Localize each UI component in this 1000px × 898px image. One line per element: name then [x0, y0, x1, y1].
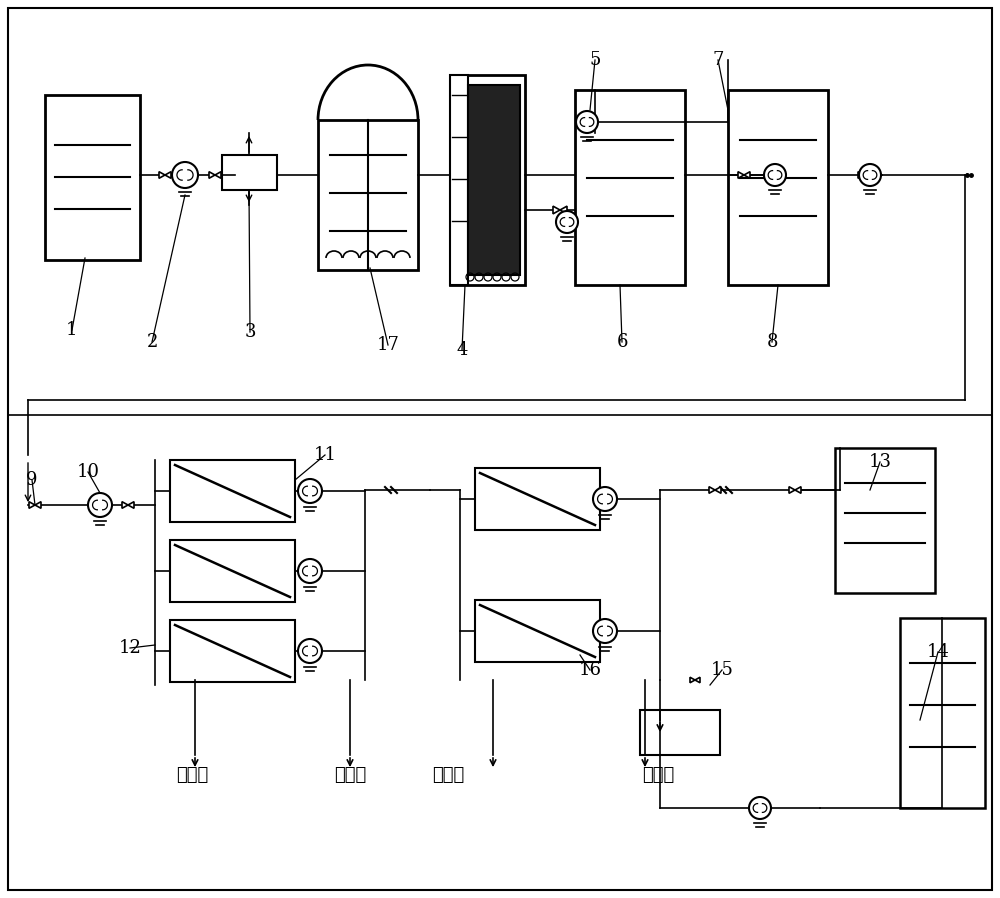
- Bar: [222, 155, 277, 190]
- Text: 14: 14: [927, 643, 949, 661]
- Bar: [640, 710, 720, 755]
- Text: 3: 3: [244, 323, 256, 341]
- Bar: [318, 120, 418, 270]
- Text: 10: 10: [76, 463, 100, 481]
- Text: 12: 12: [119, 639, 141, 657]
- Polygon shape: [864, 172, 870, 179]
- Bar: [170, 460, 295, 522]
- Circle shape: [172, 162, 198, 188]
- Text: 16: 16: [578, 661, 602, 679]
- Circle shape: [859, 164, 881, 186]
- Circle shape: [593, 619, 617, 643]
- Text: 清洗出: 清洗出: [642, 766, 674, 784]
- Bar: [475, 600, 600, 662]
- Polygon shape: [128, 502, 134, 508]
- Circle shape: [764, 164, 786, 186]
- Circle shape: [749, 797, 771, 819]
- Text: 清洗进: 清洗进: [432, 766, 464, 784]
- Bar: [468, 85, 520, 275]
- Polygon shape: [165, 172, 171, 179]
- Polygon shape: [122, 502, 128, 508]
- Text: 5: 5: [589, 51, 601, 69]
- Circle shape: [593, 487, 617, 511]
- Polygon shape: [795, 487, 801, 493]
- Polygon shape: [215, 172, 221, 179]
- Polygon shape: [695, 677, 700, 682]
- Polygon shape: [29, 502, 35, 508]
- Text: 8: 8: [766, 333, 778, 351]
- Text: 17: 17: [377, 336, 399, 354]
- Bar: [728, 90, 828, 285]
- Text: 15: 15: [711, 661, 733, 679]
- Bar: [450, 75, 468, 285]
- Text: 2: 2: [146, 333, 158, 351]
- Bar: [475, 468, 600, 530]
- Polygon shape: [209, 172, 215, 179]
- Bar: [900, 618, 985, 808]
- Text: 7: 7: [712, 51, 724, 69]
- Text: .: .: [965, 164, 969, 178]
- Bar: [170, 620, 295, 682]
- Text: 6: 6: [616, 333, 628, 351]
- Text: 清洗进: 清洗进: [176, 766, 208, 784]
- Polygon shape: [715, 487, 721, 493]
- Text: 9: 9: [26, 471, 38, 489]
- Polygon shape: [560, 207, 567, 214]
- Text: 11: 11: [314, 446, 336, 464]
- Text: 13: 13: [868, 453, 892, 471]
- Polygon shape: [744, 172, 750, 179]
- Circle shape: [88, 493, 112, 517]
- Bar: [575, 90, 685, 285]
- Polygon shape: [159, 172, 165, 179]
- Circle shape: [576, 111, 598, 133]
- Polygon shape: [709, 487, 715, 493]
- Circle shape: [298, 479, 322, 503]
- Polygon shape: [789, 487, 795, 493]
- Polygon shape: [35, 502, 41, 508]
- Text: 4: 4: [456, 341, 468, 359]
- Text: 1: 1: [66, 321, 78, 339]
- Polygon shape: [858, 172, 864, 179]
- Polygon shape: [553, 207, 560, 214]
- Polygon shape: [738, 172, 744, 179]
- Bar: [170, 540, 295, 602]
- Bar: [45, 95, 140, 260]
- Polygon shape: [690, 677, 695, 682]
- Circle shape: [298, 559, 322, 583]
- Circle shape: [298, 639, 322, 663]
- Bar: [450, 75, 525, 285]
- Text: 清洗出: 清洗出: [334, 766, 366, 784]
- Bar: [835, 448, 935, 593]
- Circle shape: [556, 211, 578, 233]
